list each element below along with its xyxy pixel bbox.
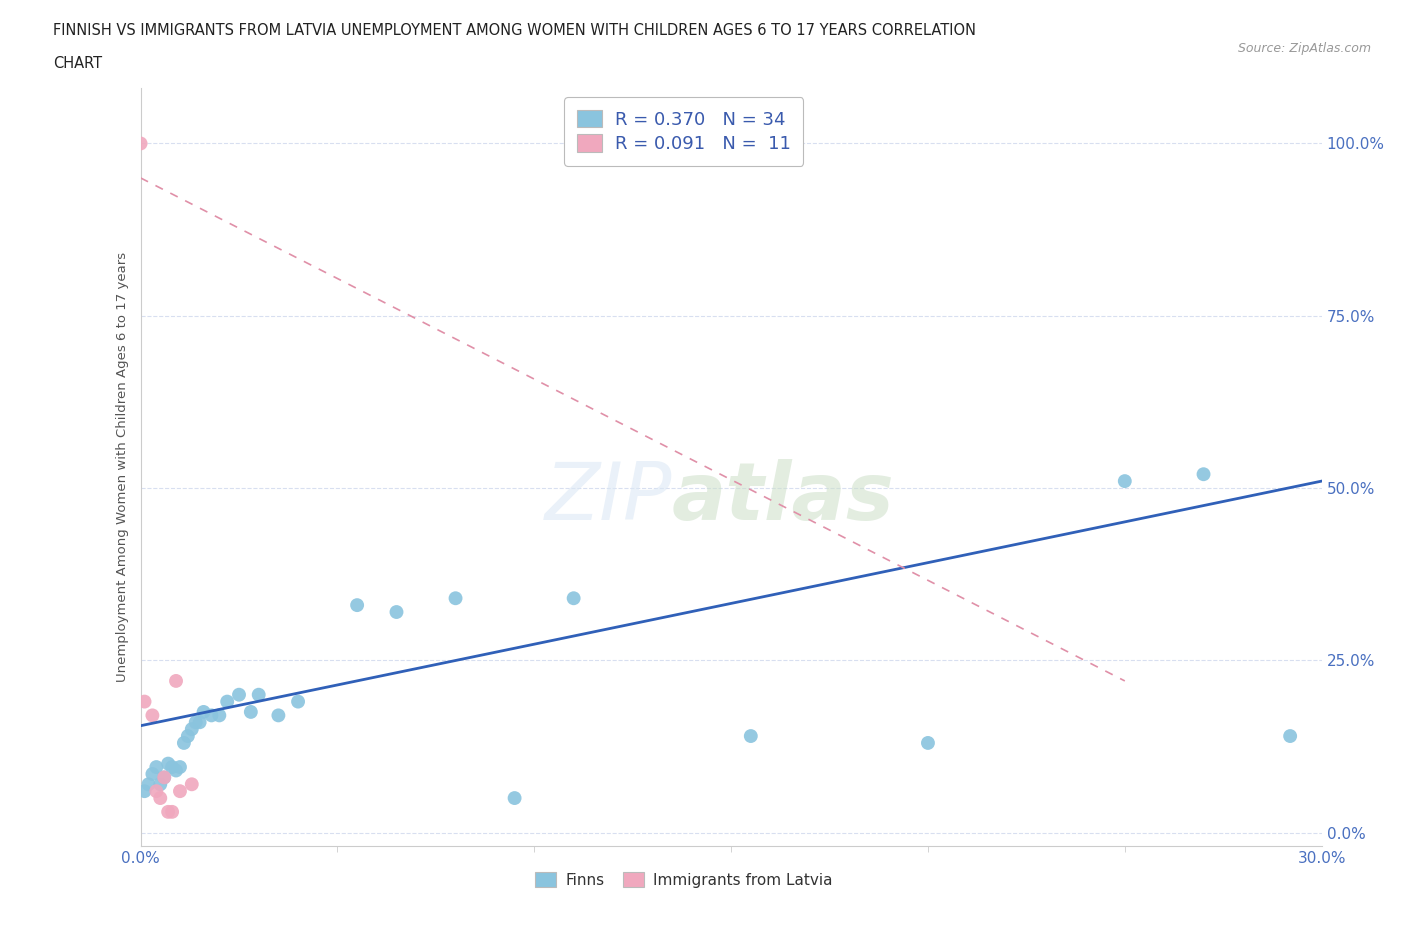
Point <box>160 804 183 819</box>
Point <box>141 766 163 781</box>
Point <box>217 694 239 709</box>
Point <box>134 784 156 799</box>
Point <box>1192 467 1215 482</box>
Point <box>153 770 176 785</box>
Text: CHART: CHART <box>53 56 103 71</box>
Point <box>149 777 172 791</box>
Point <box>503 790 526 805</box>
Point <box>267 708 290 723</box>
Text: atlas: atlas <box>672 458 894 537</box>
Point <box>1279 728 1302 743</box>
Point <box>165 673 187 688</box>
Point <box>138 777 160 791</box>
Point <box>169 760 191 775</box>
Point <box>346 598 368 613</box>
Point <box>153 770 176 785</box>
Legend: Finns, Immigrants from Latvia: Finns, Immigrants from Latvia <box>527 865 841 896</box>
Point <box>145 760 167 775</box>
Point <box>160 760 183 775</box>
Text: Source: ZipAtlas.com: Source: ZipAtlas.com <box>1237 42 1371 55</box>
Point <box>177 728 200 743</box>
Text: FINNISH VS IMMIGRANTS FROM LATVIA UNEMPLOYMENT AMONG WOMEN WITH CHILDREN AGES 6 : FINNISH VS IMMIGRANTS FROM LATVIA UNEMPL… <box>53 23 976 38</box>
Point <box>180 722 202 737</box>
Point <box>180 777 202 791</box>
Point <box>157 804 180 819</box>
Y-axis label: Unemployment Among Women with Children Ages 6 to 17 years: Unemployment Among Women with Children A… <box>117 252 129 683</box>
Point <box>188 715 211 730</box>
Point <box>165 763 187 777</box>
Text: ZIP: ZIP <box>544 458 672 537</box>
Point <box>917 736 939 751</box>
Point <box>287 694 309 709</box>
Point <box>141 708 163 723</box>
Point <box>239 705 262 720</box>
Point <box>157 756 180 771</box>
Point <box>145 784 167 799</box>
Point <box>228 687 250 702</box>
Point <box>134 694 156 709</box>
Point <box>184 715 207 730</box>
Point <box>562 591 585 605</box>
Point <box>208 708 231 723</box>
Point <box>149 790 172 805</box>
Point <box>1114 473 1136 488</box>
Point <box>193 705 215 720</box>
Point <box>740 728 762 743</box>
Point <box>444 591 467 605</box>
Point <box>129 136 152 151</box>
Point <box>200 708 222 723</box>
Point <box>169 784 191 799</box>
Point <box>247 687 270 702</box>
Point <box>173 736 195 751</box>
Point <box>385 604 408 619</box>
